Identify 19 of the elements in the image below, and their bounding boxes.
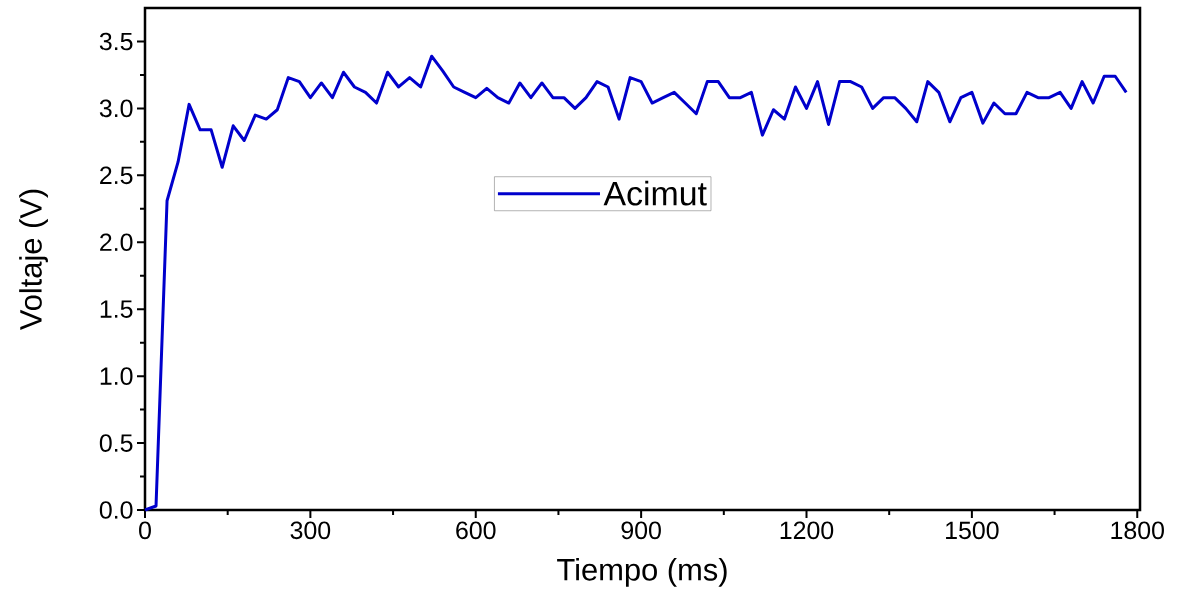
y-tick-label: 1.5 bbox=[100, 300, 133, 318]
y-tick-label: 1.0 bbox=[100, 367, 133, 385]
y-tick-label: 2.5 bbox=[100, 166, 133, 185]
y-tick-label: 3.0 bbox=[99, 99, 133, 118]
x-tick-label: 1800 bbox=[1111, 521, 1164, 540]
x-tick-label: 0 bbox=[139, 521, 151, 540]
x-tick-label: 1200 bbox=[780, 521, 834, 540]
legend-label: Acimut bbox=[603, 180, 707, 206]
y-tick-label: 0.0 bbox=[99, 501, 133, 519]
y-tick-label: 3.5 bbox=[99, 32, 133, 51]
y-tick-label: 0.5 bbox=[99, 434, 133, 452]
x-axis-title: Tiempo (ms) bbox=[557, 557, 727, 587]
x-tick-label: 1500 bbox=[946, 521, 999, 540]
x-tick-label: 900 bbox=[621, 521, 661, 540]
line-series bbox=[143, 54, 1128, 512]
x-tick-label: 600 bbox=[456, 521, 496, 540]
y-tick-label: 2.0 bbox=[100, 233, 133, 252]
y-axis-title: Voltaje (V) bbox=[19, 189, 48, 331]
x-tick-label: 300 bbox=[290, 521, 331, 540]
